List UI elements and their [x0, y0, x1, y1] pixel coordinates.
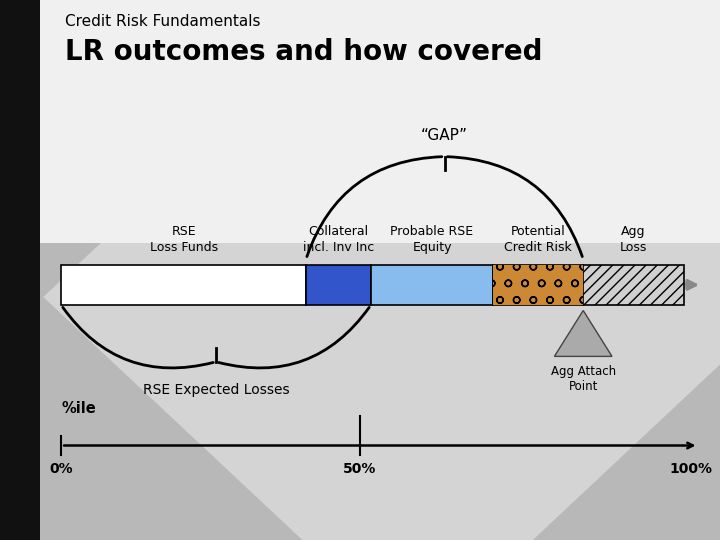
Bar [493, 265, 583, 305]
Text: Probable RSE
Equity: Probable RSE Equity [390, 225, 474, 254]
Bar [61, 265, 306, 305]
Text: Potential
Credit Risk: Potential Credit Risk [504, 225, 572, 254]
Polygon shape [43, 0, 720, 540]
Text: RSE
Loss Funds: RSE Loss Funds [150, 225, 217, 254]
Text: %ile: %ile [61, 401, 96, 416]
Text: “GAP”: “GAP” [421, 128, 468, 143]
Bar [493, 265, 583, 305]
Text: LR outcomes and how covered: LR outcomes and how covered [65, 38, 542, 66]
Bar [0, 0, 40, 540]
Bar [371, 265, 493, 305]
Text: Agg
Loss: Agg Loss [620, 225, 647, 254]
Text: Collateral
incl. Inv Inc: Collateral incl. Inv Inc [303, 225, 374, 254]
Polygon shape [554, 310, 612, 356]
Bar [583, 265, 684, 305]
Text: 50%: 50% [343, 462, 377, 476]
Bar [306, 265, 371, 305]
Text: 0%: 0% [50, 462, 73, 476]
Text: Credit Risk Fundamentals: Credit Risk Fundamentals [65, 14, 261, 29]
Bar [40, 0, 720, 243]
Text: RSE Expected Losses: RSE Expected Losses [143, 383, 289, 397]
Text: 100%: 100% [670, 462, 713, 476]
Text: Agg Attach
Point: Agg Attach Point [551, 364, 616, 394]
